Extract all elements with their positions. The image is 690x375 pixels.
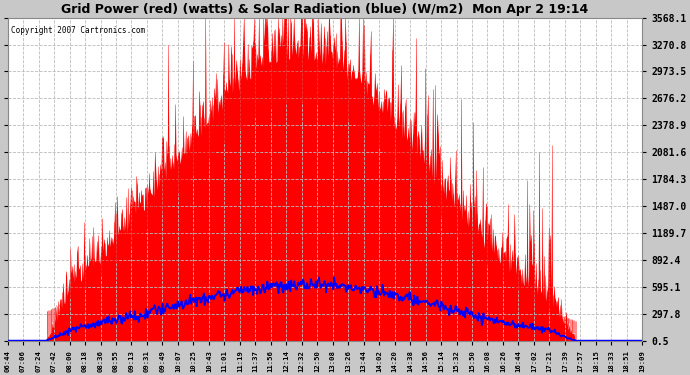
Text: Copyright 2007 Cartronics.com: Copyright 2007 Cartronics.com: [11, 26, 145, 35]
Title: Grid Power (red) (watts) & Solar Radiation (blue) (W/m2)  Mon Apr 2 19:14: Grid Power (red) (watts) & Solar Radiati…: [61, 3, 589, 16]
